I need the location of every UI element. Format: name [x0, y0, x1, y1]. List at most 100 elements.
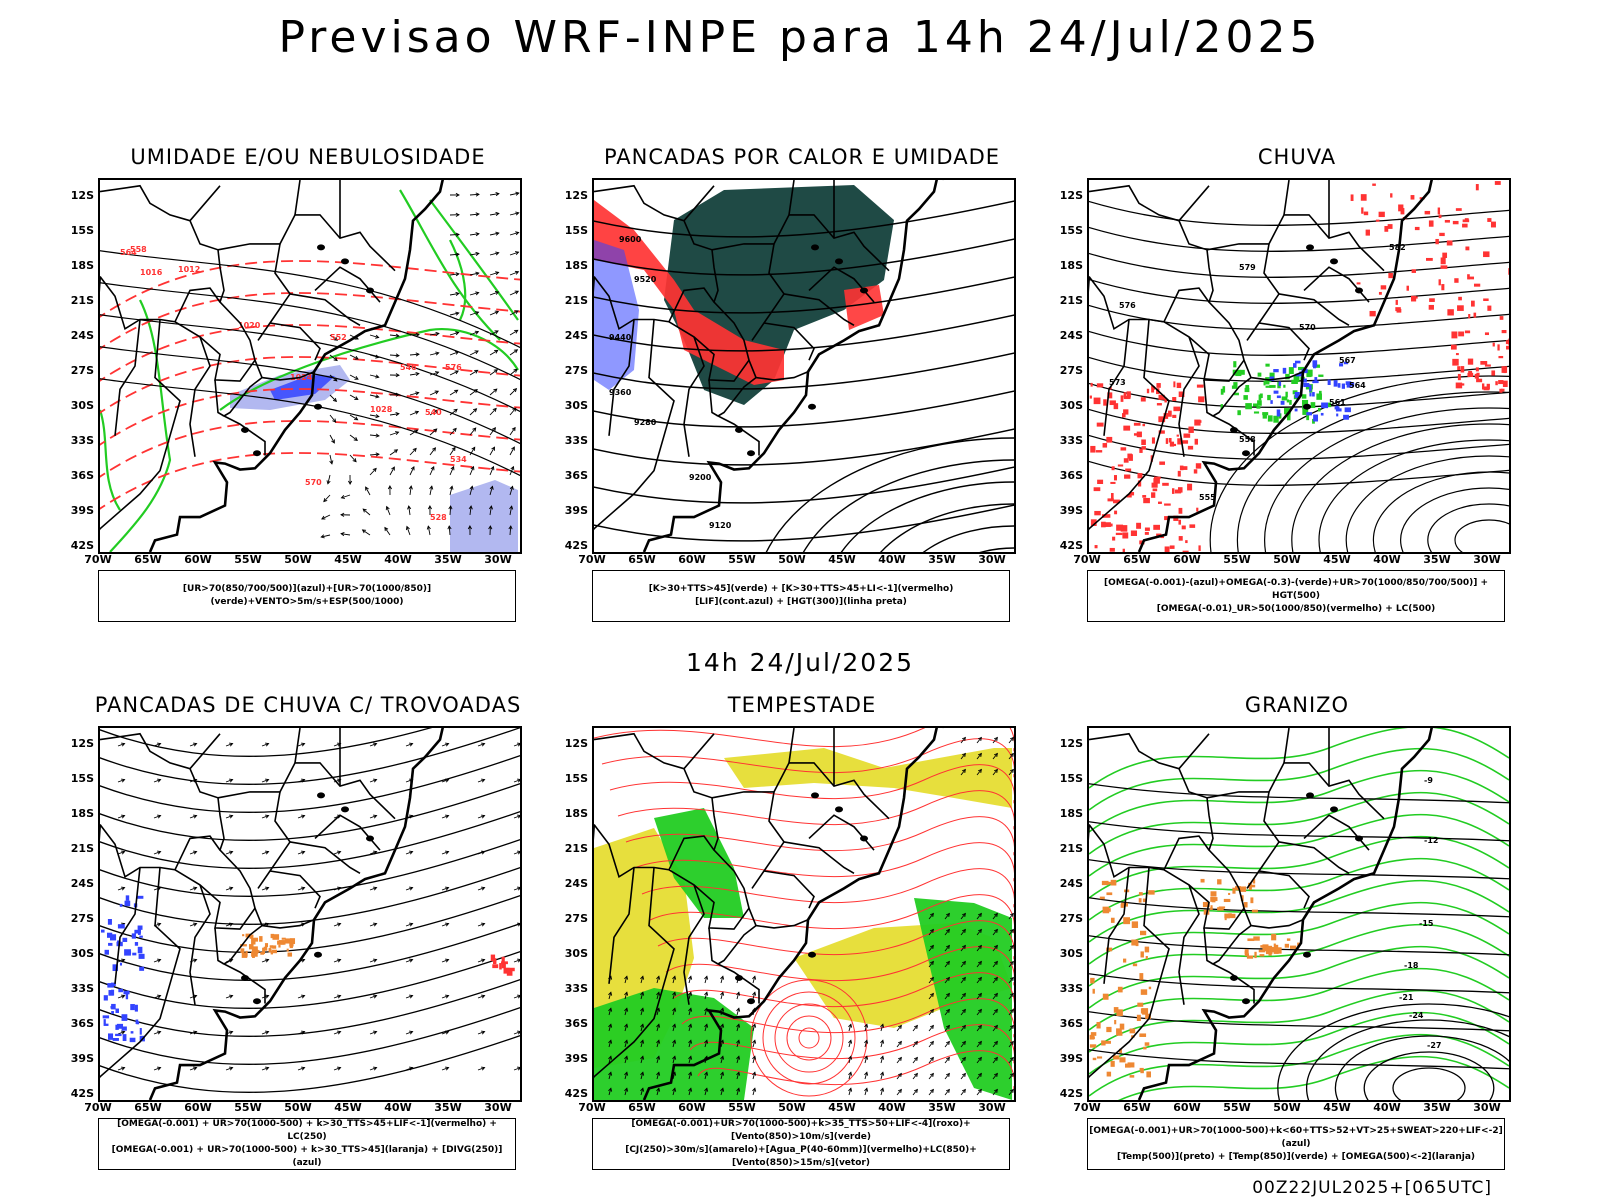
lat-tick-label: 18S: [564, 259, 588, 272]
atlantic-coastline: [642, 180, 944, 552]
wind-arrow-head: [157, 958, 162, 963]
lat-tick-label: 39S: [70, 1052, 94, 1065]
wind-arrow: [489, 427, 496, 436]
speckle: [1142, 495, 1147, 498]
wind-arrow: [992, 1057, 998, 1064]
border-line: [261, 919, 315, 929]
wind-arrow: [960, 1025, 966, 1032]
wind-arrow: [469, 486, 473, 496]
speckle: [103, 1023, 109, 1026]
map-base-layer: [100, 728, 450, 1100]
speckle: [1164, 503, 1171, 506]
speckle: [1281, 396, 1288, 401]
contour-label: 570: [305, 478, 322, 487]
wind-arrow-head: [961, 928, 966, 934]
speckle: [1146, 1071, 1152, 1078]
speckle: [1440, 265, 1448, 269]
speckle: [1265, 363, 1270, 367]
speckle: [1428, 304, 1434, 310]
speckle: [1239, 886, 1247, 892]
speckle: [1142, 898, 1146, 903]
contour-label: 552: [330, 333, 347, 342]
lake-marker: [747, 450, 755, 457]
wind-arrow: [736, 1056, 740, 1064]
contour-label: -18: [1404, 961, 1419, 970]
wind-arrow: [944, 1009, 950, 1016]
contour-line: [594, 238, 1014, 276]
map-canvas: -9-12-15-18-21-24-27: [1089, 728, 1509, 1100]
wind-arrow-head: [514, 290, 520, 295]
speckle: [1442, 252, 1448, 258]
speckle: [1120, 395, 1124, 402]
speckle: [241, 952, 248, 958]
wind-arrow: [608, 1088, 612, 1096]
wind-arrow: [261, 743, 269, 747]
wind-arrow: [704, 1040, 708, 1048]
wind-arrow-head: [354, 355, 359, 360]
lat-tick-label: 12S: [70, 737, 94, 750]
contour-line: [100, 452, 520, 510]
wind-arrow-head: [656, 1039, 661, 1044]
lon-tick-label: 55W: [234, 553, 262, 566]
border-line: [1283, 728, 1290, 764]
wind-arrow-head: [517, 922, 520, 927]
wind-arrow: [469, 466, 474, 476]
wind-arrow-head: [513, 368, 518, 373]
lake-marker: [735, 426, 743, 433]
wind-arrow: [386, 506, 391, 516]
speckle: [1502, 380, 1508, 388]
contour-line: [100, 346, 520, 445]
wind-arrow-head: [410, 466, 415, 471]
wind-arrow-head: [961, 768, 966, 774]
wind-arrow: [1008, 753, 1014, 760]
speckle: [1369, 310, 1376, 317]
speckle: [1457, 373, 1461, 381]
wind-arrow-head: [265, 814, 270, 819]
speckle: [1218, 906, 1226, 909]
speckle: [262, 947, 266, 955]
speckle: [1455, 353, 1459, 356]
border-line: [214, 927, 225, 965]
wind-arrow: [406, 526, 411, 536]
wind-arrow-head: [929, 1088, 934, 1094]
border-line: [594, 867, 675, 1079]
wind-arrow-head: [409, 922, 414, 927]
speckle: [1137, 480, 1142, 487]
wind-arrow: [449, 332, 459, 336]
wind-arrow: [864, 1024, 868, 1032]
wind-arrow: [960, 977, 966, 984]
contour-line: [100, 292, 520, 350]
speckle: [1258, 394, 1262, 401]
wind-arrow-head: [704, 1071, 709, 1076]
speckle: [490, 954, 496, 962]
border-line: [683, 185, 715, 222]
speckle: [1314, 377, 1318, 381]
wind-arrow-head: [468, 505, 473, 510]
contour-label: -9: [1424, 776, 1433, 785]
speckle: [1452, 220, 1459, 225]
speckle: [1179, 465, 1184, 471]
lat-tick-label: 30S: [564, 399, 588, 412]
wind-arrow: [153, 1031, 161, 1035]
wind-arrow-head: [736, 1007, 741, 1012]
speckle: [1473, 312, 1477, 318]
speckle: [1124, 474, 1131, 479]
wind-arrow: [513, 851, 520, 855]
wind-arrow: [405, 743, 413, 747]
wind-arrow-head: [375, 334, 380, 339]
wind-arrow-head: [720, 975, 725, 980]
speckle: [1267, 415, 1273, 422]
wind-arrow: [389, 431, 399, 436]
speckle: [1158, 501, 1162, 504]
wind-arrow-head: [375, 452, 380, 457]
wind-arrow-head: [640, 1071, 645, 1076]
wind-arrow: [489, 232, 499, 236]
speckle: [1151, 482, 1158, 488]
lat-tick-label: 15S: [564, 224, 588, 237]
wind-arrow: [928, 1041, 934, 1048]
speckle: [1414, 226, 1420, 231]
wind-arrow: [489, 466, 494, 476]
speckle: [1121, 413, 1126, 418]
speckle: [1101, 1040, 1106, 1046]
lat-tick-label: 33S: [564, 982, 588, 995]
